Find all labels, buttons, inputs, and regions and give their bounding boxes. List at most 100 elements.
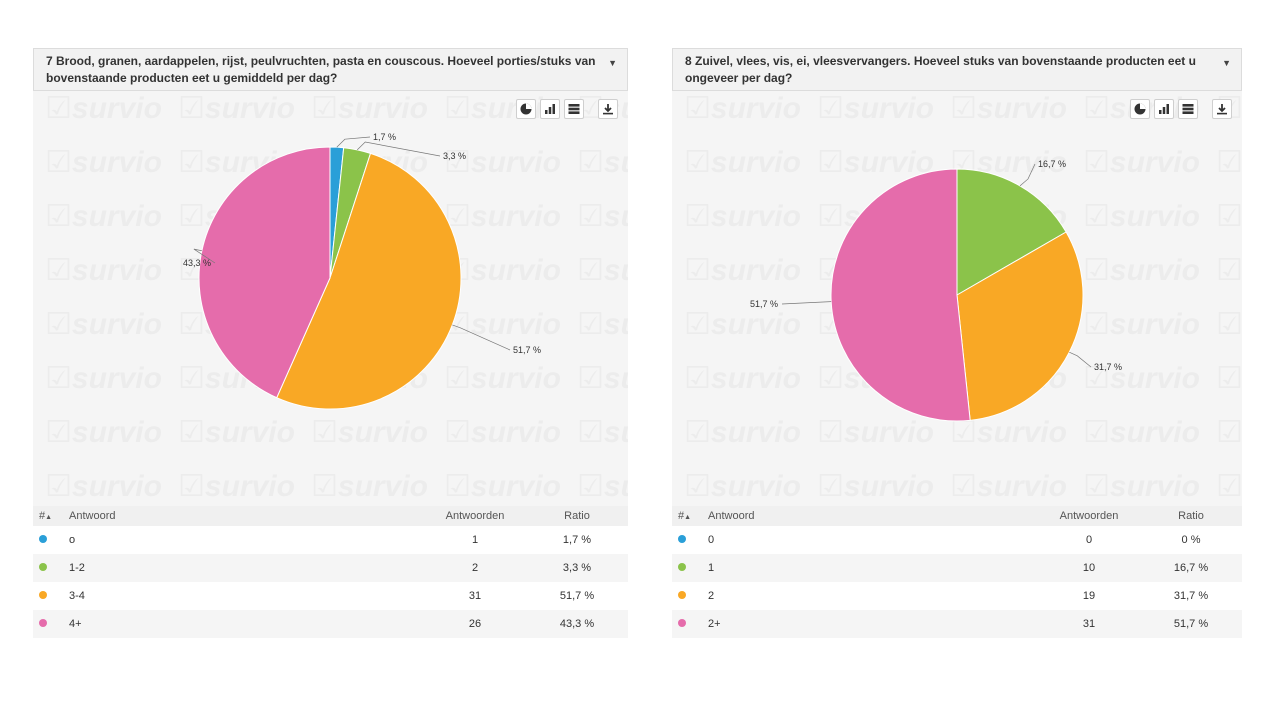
table-row: 3-4 31 51,7 %	[33, 582, 628, 610]
download-icon	[603, 104, 613, 115]
pie-label-connector	[1069, 351, 1092, 368]
sort-header[interactable]: #▲	[33, 506, 63, 526]
legend-dot	[678, 563, 686, 571]
chart-toolbar	[1130, 99, 1232, 119]
table-row: 4+ 26 43,3 %	[33, 610, 628, 638]
count-cell: 2	[424, 554, 526, 582]
legend-dot	[39, 535, 47, 543]
chart-area: ☑survio ☑survio ☑survio ☑survio ☑survio ☑surv…	[672, 91, 1242, 506]
pie-label-connector	[452, 324, 511, 351]
pie-slice-label: 43,3 %	[183, 258, 211, 268]
count-cell: 31	[1038, 610, 1140, 638]
download-button[interactable]	[1212, 99, 1232, 119]
question-header[interactable]: 7 Brood, granen, aardappelen, rijst, peu…	[33, 48, 628, 91]
bar-chart-button[interactable]	[540, 99, 560, 119]
num-header: #	[39, 510, 46, 522]
ratio-header[interactable]: Ratio	[1140, 506, 1242, 526]
pie-label-connector	[781, 301, 832, 305]
count-header[interactable]: Antwoorden	[424, 506, 526, 526]
table-icon	[568, 104, 580, 114]
answer-cell: 2+	[702, 610, 1038, 638]
pie-label-connector	[1019, 163, 1036, 187]
question-panel-8: 8 Zuivel, vlees, vis, ei, vleesvervanger…	[672, 48, 1242, 638]
count-cell: 0	[1038, 526, 1140, 554]
answer-cell: 1	[702, 554, 1038, 582]
results-table: #▲ Antwoord Antwoorden Ratio 0 0 0 % 1 1…	[672, 506, 1242, 638]
pie-chart-button[interactable]	[1130, 99, 1150, 119]
pie-slice-label: 3,3 %	[443, 151, 466, 161]
pie-label-connector	[336, 136, 371, 148]
chevron-down-icon[interactable]: ▼	[608, 58, 617, 68]
legend-dot	[39, 563, 47, 571]
ratio-cell: 43,3 %	[526, 610, 628, 638]
table-view-button[interactable]	[564, 99, 584, 119]
legend-dot	[678, 591, 686, 599]
bar-chart-icon	[545, 104, 555, 114]
ratio-cell: 3,3 %	[526, 554, 628, 582]
table-icon	[1182, 104, 1194, 114]
pie-slice[interactable]	[956, 168, 1067, 296]
table-row: 0 0 0 %	[672, 526, 1242, 554]
download-button[interactable]	[598, 99, 618, 119]
chevron-down-icon[interactable]: ▼	[1222, 58, 1231, 68]
pie-slice-label: 16,7 %	[1038, 159, 1066, 169]
table-row: 1 10 16,7 %	[672, 554, 1242, 582]
sort-asc-icon: ▲	[45, 514, 53, 521]
count-cell: 26	[424, 610, 526, 638]
pie-slice-label: 1,7 %	[373, 132, 396, 142]
pie-slice-label: 51,7 %	[513, 345, 541, 355]
question-title: 8 Zuivel, vlees, vis, ei, vleesvervanger…	[685, 54, 1196, 85]
table-row: 2+ 31 51,7 %	[672, 610, 1242, 638]
chart-toolbar	[516, 99, 618, 119]
pie-slice[interactable]	[276, 152, 462, 410]
sort-header[interactable]: #▲	[672, 506, 702, 526]
table-row: 1-2 2 3,3 %	[33, 554, 628, 582]
ratio-cell: 16,7 %	[1140, 554, 1242, 582]
pie-slice[interactable]	[956, 231, 1084, 421]
table-header-row: #▲ Antwoord Antwoorden Ratio	[33, 506, 628, 526]
pie-chart-button[interactable]	[516, 99, 536, 119]
sort-asc-icon: ▲	[684, 514, 692, 521]
pie-chart-icon	[1134, 103, 1146, 115]
pie-label-connector	[193, 248, 216, 264]
ratio-cell: 1,7 %	[526, 526, 628, 554]
table-view-button[interactable]	[1178, 99, 1198, 119]
ratio-header[interactable]: Ratio	[526, 506, 628, 526]
chart-area: ☑survio ☑survio ☑survio ☑survio ☑survio ☑surv…	[33, 91, 628, 506]
question-title: 7 Brood, granen, aardappelen, rijst, peu…	[46, 54, 596, 85]
answer-cell: 0	[702, 526, 1038, 554]
answer-cell: 1-2	[63, 554, 424, 582]
ratio-cell: 0 %	[1140, 526, 1242, 554]
ratio-cell: 31,7 %	[1140, 582, 1242, 610]
ratio-cell: 51,7 %	[1140, 610, 1242, 638]
pie-slice[interactable]	[198, 146, 331, 399]
pie-chart: 16,7 % 31,7 % 51,7 %	[750, 159, 1122, 422]
count-cell: 31	[424, 582, 526, 610]
legend-dot	[678, 535, 686, 543]
results-table: #▲ Antwoord Antwoorden Ratio o 1 1,7 % 1…	[33, 506, 628, 638]
count-cell: 10	[1038, 554, 1140, 582]
answer-header[interactable]: Antwoord	[702, 506, 1038, 526]
pie-chart: 1,7 % 3,3 % 51,7 % 43,3 %	[183, 132, 541, 410]
count-cell: 1	[424, 526, 526, 554]
table-row: 2 19 31,7 %	[672, 582, 1242, 610]
download-icon	[1217, 104, 1227, 115]
legend-dot	[678, 619, 686, 627]
bar-chart-icon	[1159, 104, 1169, 114]
answer-cell: 3-4	[63, 582, 424, 610]
bar-chart-button[interactable]	[1154, 99, 1174, 119]
pie-chart-icon	[520, 103, 532, 115]
answer-cell: o	[63, 526, 424, 554]
table-header-row: #▲ Antwoord Antwoorden Ratio	[672, 506, 1242, 526]
legend-dot	[39, 619, 47, 627]
answer-header[interactable]: Antwoord	[63, 506, 424, 526]
num-header: #	[678, 510, 685, 522]
answer-cell: 4+	[63, 610, 424, 638]
pie-slice[interactable]	[830, 168, 971, 422]
count-cell: 19	[1038, 582, 1140, 610]
legend-dot	[39, 591, 47, 599]
count-header[interactable]: Antwoorden	[1038, 506, 1140, 526]
answer-cell: 2	[702, 582, 1038, 610]
question-header[interactable]: 8 Zuivel, vlees, vis, ei, vleesvervanger…	[672, 48, 1242, 91]
pie-slice-label: 31,7 %	[1094, 362, 1122, 372]
